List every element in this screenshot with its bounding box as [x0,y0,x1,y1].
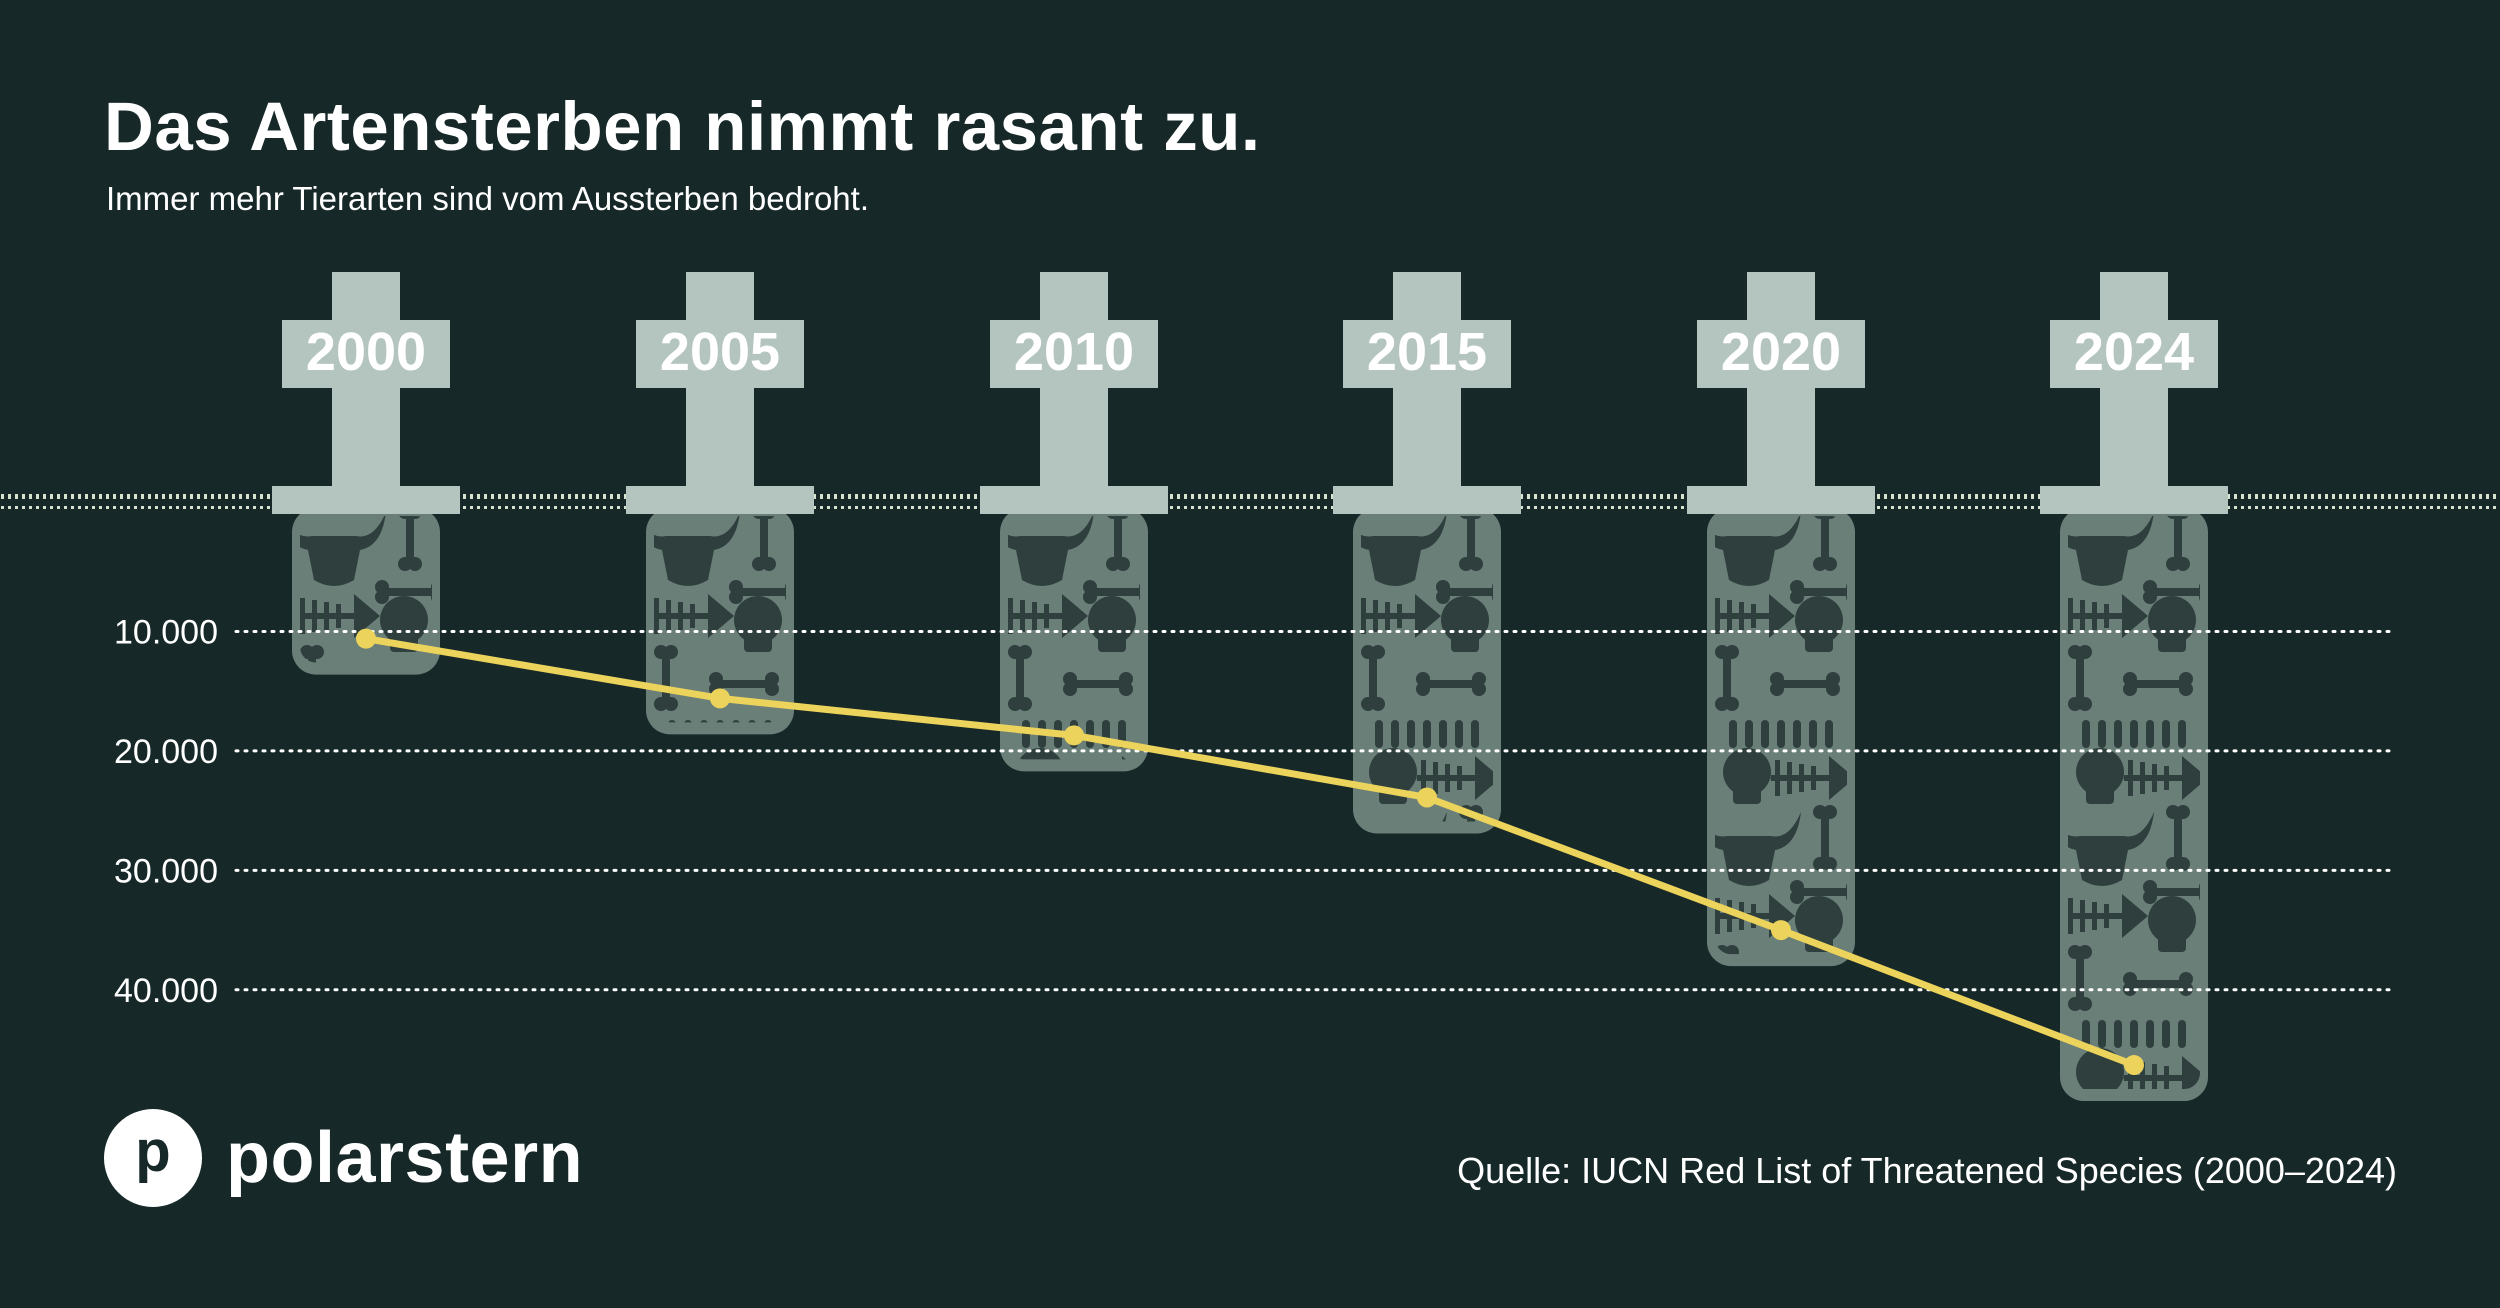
tombstone-arm-2015 [1343,320,1511,388]
series-line-layer [356,628,2144,1076]
grave-icon [1723,1048,1771,1104]
grave-icon [1757,1056,1855,1100]
grave-icon [342,756,440,800]
tombstone-arm-2020 [1697,320,1865,388]
data-point [710,688,730,709]
grave-icon [1375,1020,1479,1048]
logo-badge-icon: p [104,1109,202,1207]
grave-icon [1441,896,1489,952]
gridlines: 10.000 20.000 30.000 40.000 [114,613,2398,1010]
tombstone-base-2000 [272,486,460,514]
grave-icon [1016,748,1064,760]
y-tick-label: 20.000 [114,733,218,771]
chart-subtitle: Immer mehr Tierarten sind vom Aussterben… [106,180,869,217]
tombstone-base-2020 [1687,486,1875,514]
grave-icon [1729,1020,1833,1048]
tombstone-arm-2010 [990,320,1158,388]
grave-icon [1403,1056,1501,1100]
logo-badge-letter: p [135,1119,171,1184]
grave-icon [300,645,324,663]
tombstone-base-2015 [1333,486,1521,514]
y-tick-label: 30.000 [114,852,218,890]
year-label: 2015 [1367,322,1487,382]
tombstone-arm-2005 [636,320,804,388]
logo-wordmark: polarstern [226,1118,584,1198]
grave-icon [314,720,418,748]
data-point [1064,725,1084,746]
year-label: 2020 [1721,322,1841,382]
tombstone-arm-2024 [2050,320,2218,388]
grave-icon [1361,945,1385,1011]
grave-icon [355,672,425,696]
grave-icon [1770,972,1840,996]
tombstone-base-2024 [2040,486,2228,514]
series-line [362,635,2138,1069]
year-label: 2005 [660,322,780,382]
brand-logo: p polarstern [104,1108,583,1208]
year-label: 2000 [306,322,426,382]
data-point [356,628,376,649]
grave-icon [308,748,356,804]
year-label: 2010 [1014,322,1134,382]
grave-2024 [2060,508,2208,1102]
grave-icon [1436,880,1506,904]
tombstone-arm-2000 [282,320,450,388]
grave-icon [1416,972,1486,996]
graves-layer [292,508,2208,1104]
year-label: 2024 [2074,322,2194,382]
tombstone-base-2010 [980,486,1168,514]
y-tick-label: 10.000 [114,613,218,651]
grave-icon [696,756,794,800]
data-point [1771,920,1791,941]
data-point [1417,787,1437,808]
tombstone-base-2005 [626,486,814,514]
grave-icon [1369,1048,1417,1104]
source-note: Quelle: IUCN Red List of Threatened Spec… [1457,1150,2397,1191]
tombstones-layer: 2000 2005 2010 2015 2020 2024 [272,272,2228,514]
y-tick-label: 40.000 [114,972,218,1010]
grave-icon [662,748,710,804]
grave-icon [1343,894,1441,938]
data-point [2124,1055,2144,1076]
chart-title: Das Artensterben nimmt rasant zu. [104,88,1261,165]
